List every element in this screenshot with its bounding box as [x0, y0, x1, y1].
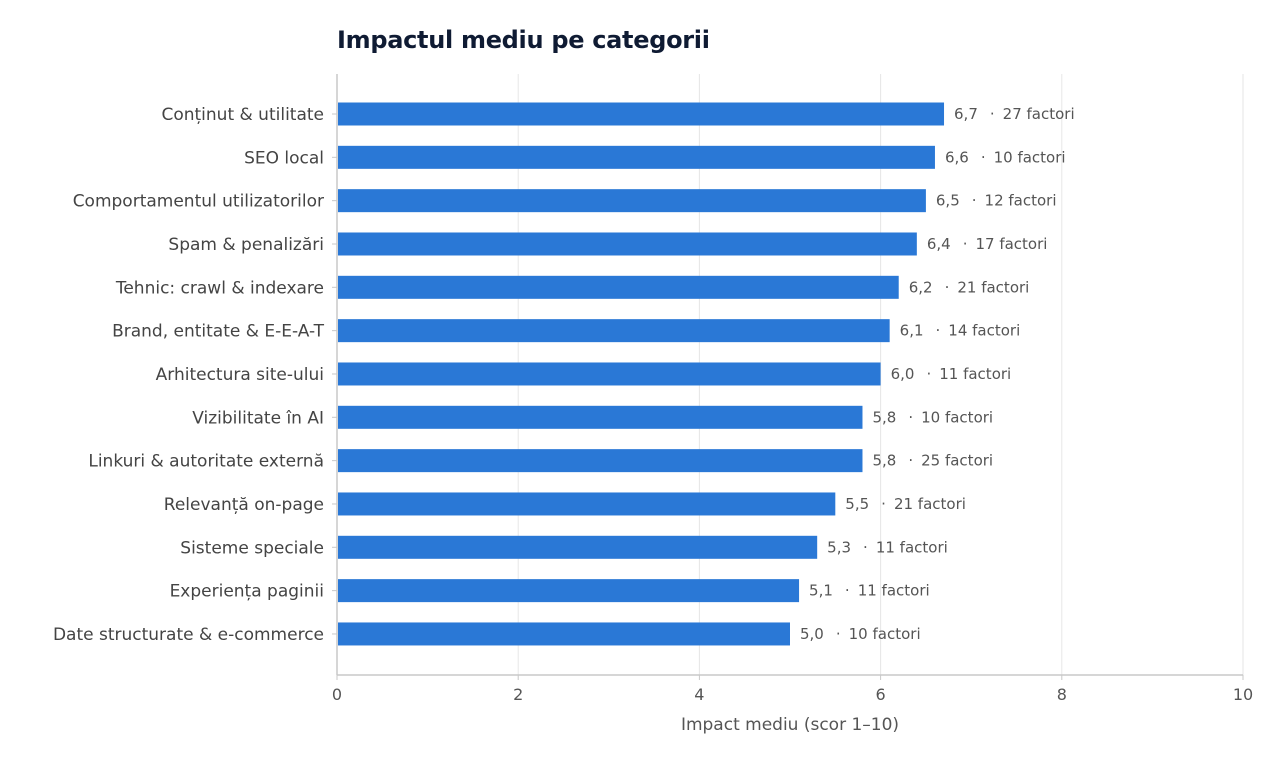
category-label: Conținut & utilitate	[161, 105, 324, 125]
factor-count-label: 11 factori	[876, 538, 948, 556]
value-separator: ·	[972, 192, 977, 210]
value-label: 5,3 · 11 factori	[827, 538, 948, 556]
value-separator: ·	[981, 148, 986, 166]
factor-count-label: 11 factori	[939, 365, 1011, 383]
x-tick-label: 2	[513, 685, 523, 704]
factor-count-label: 17 factori	[975, 235, 1047, 253]
x-tick-label: 6	[876, 685, 886, 704]
value-label: 6,4 · 17 factori	[927, 235, 1048, 253]
value-label: 6,5 · 12 factori	[936, 192, 1057, 210]
value-separator: ·	[926, 365, 931, 383]
bar	[338, 319, 890, 343]
factor-count-label: 21 factori	[957, 278, 1029, 296]
value-separator: ·	[963, 235, 968, 253]
bar	[338, 275, 899, 299]
value-separator: ·	[990, 105, 995, 123]
category-label: Comportamentul utilizatorilor	[73, 192, 324, 212]
factor-count-label: 25 factori	[921, 452, 993, 470]
chart-title: Impactul mediu pe categorii	[337, 26, 710, 54]
factor-count-label: 10 factori	[994, 148, 1066, 166]
value-label: 6,6 · 10 factori	[945, 148, 1066, 166]
bar	[338, 145, 935, 169]
category-label: Brand, entitate & E-E-A-T	[112, 322, 325, 342]
category-label: Spam & penalizări	[168, 235, 324, 255]
x-tick-label: 4	[694, 685, 704, 704]
factor-count-label: 27 factori	[1003, 105, 1075, 123]
factor-count-label: 14 factori	[948, 322, 1020, 340]
bar	[338, 492, 836, 516]
category-label: Tehnic: crawl & indexare	[115, 278, 324, 298]
x-tick-label: 10	[1233, 685, 1253, 704]
factor-count-label: 12 factori	[985, 192, 1057, 210]
factor-count-label: 21 factori	[894, 495, 966, 513]
bar	[338, 362, 881, 386]
category-label: Experiența paginii	[170, 582, 324, 602]
category-label: Sisteme speciale	[180, 538, 324, 558]
bar	[338, 102, 945, 126]
factor-count-label: 11 factori	[858, 582, 930, 600]
value-separator: ·	[881, 495, 886, 513]
bar	[338, 535, 818, 559]
bars	[338, 102, 945, 646]
value-separator: ·	[908, 408, 913, 426]
value-separator: ·	[836, 625, 841, 643]
category-label: Relevanță on-page	[164, 495, 324, 515]
category-label: SEO local	[244, 148, 324, 168]
category-label: Vizibilitate în AI	[192, 408, 324, 428]
x-tick-label: 0	[332, 685, 342, 704]
value-label: 5,0 · 10 factori	[800, 625, 921, 643]
axes	[332, 74, 1244, 680]
factor-count-label: 10 factori	[849, 625, 921, 643]
value-label: 5,8 · 10 factori	[872, 408, 993, 426]
factor-count-label: 10 factori	[921, 408, 993, 426]
value-separator: ·	[945, 278, 950, 296]
x-axis-title: Impact mediu (scor 1–10)	[681, 715, 899, 735]
x-tick-label: 8	[1057, 685, 1067, 704]
value-separator: ·	[908, 452, 913, 470]
category-label: Date structurate & e-commerce	[53, 625, 324, 645]
bar	[338, 232, 917, 256]
value-separator: ·	[845, 582, 850, 600]
value-label: 5,8 · 25 factori	[872, 452, 993, 470]
bar	[338, 189, 926, 213]
value-label: 6,2 · 21 factori	[909, 278, 1030, 296]
value-label: 5,1 · 11 factori	[809, 582, 930, 600]
bar	[338, 405, 863, 429]
bar	[338, 622, 790, 646]
category-label: Linkuri & autoritate externă	[88, 452, 324, 472]
value-label: 6,1 · 14 factori	[900, 322, 1021, 340]
value-label: 5,5 · 21 factori	[845, 495, 966, 513]
bar	[338, 579, 800, 603]
value-separator: ·	[863, 538, 868, 556]
value-separator: ·	[936, 322, 941, 340]
value-label: 6,7 · 27 factori	[954, 105, 1075, 123]
bar	[338, 449, 863, 473]
category-label: Arhitectura site-ului	[156, 365, 324, 385]
value-label: 6,0 · 11 factori	[891, 365, 1012, 383]
